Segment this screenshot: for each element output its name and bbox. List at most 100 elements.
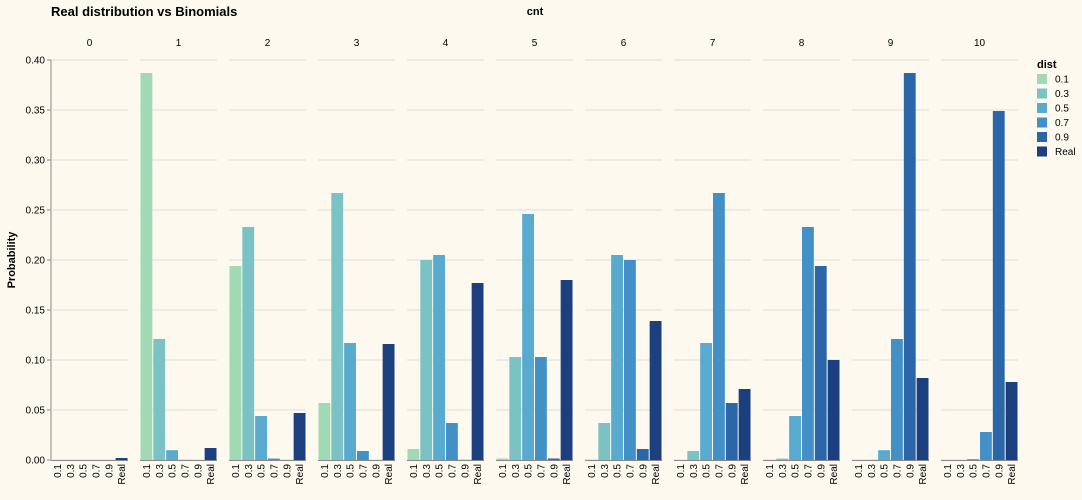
x-tick-label: Real: [651, 464, 662, 485]
bar: [420, 260, 433, 460]
x-tick-label: 0.5: [435, 464, 446, 478]
y-tick-label: 0.05: [26, 406, 46, 417]
x-tick-label: 0.1: [943, 464, 954, 478]
bar: [433, 255, 445, 460]
bar: [598, 423, 611, 460]
x-tick-label: 0.1: [320, 464, 331, 478]
x-tick-label: 0.5: [613, 464, 624, 478]
x-tick-label: Real: [1007, 464, 1018, 485]
y-tick-label: 0.20: [26, 256, 46, 267]
x-tick-label: 0.9: [549, 464, 560, 478]
x-tick-label: 0.9: [816, 464, 827, 478]
legend-swatch: [1037, 74, 1047, 84]
y-tick-label: 0.30: [26, 156, 46, 167]
x-tick-label: 0.3: [956, 464, 967, 478]
x-tick-label: Real: [117, 464, 128, 485]
bar: [1005, 382, 1018, 460]
bar: [649, 321, 662, 460]
x-tick-label: 0.9: [638, 464, 649, 478]
bar: [560, 280, 573, 460]
bar: [611, 255, 623, 460]
bar: [636, 449, 649, 460]
x-tick-label: 0.7: [803, 464, 814, 478]
x-tick-label: 0.1: [587, 464, 598, 478]
bar: [891, 339, 903, 460]
bar: [992, 111, 1005, 460]
bar: [140, 73, 153, 460]
x-tick-label: 0.9: [994, 464, 1005, 478]
x-tick-label: 0.7: [269, 464, 280, 478]
x-tick-label: 0.3: [155, 464, 166, 478]
x-tick-label: 0.5: [524, 464, 535, 478]
column-title: cnt: [527, 6, 544, 18]
x-tick-label: 0.1: [854, 464, 865, 478]
x-tick-label: 0.7: [981, 464, 992, 478]
bar: [916, 378, 929, 460]
x-tick-label: Real: [829, 464, 840, 485]
y-axis-label: Probability: [6, 231, 18, 289]
bar: [522, 214, 534, 460]
legend-label: 0.5: [1055, 104, 1069, 115]
x-tick-label: 0.5: [257, 464, 268, 478]
x-tick-label: 0.1: [142, 464, 153, 478]
x-tick-label: Real: [295, 464, 306, 485]
x-tick-label: 0.5: [702, 464, 713, 478]
x-tick-label: 0.3: [600, 464, 611, 478]
bar: [293, 413, 306, 460]
bar: [980, 432, 992, 460]
x-tick-label: 0.5: [791, 464, 802, 478]
x-tick-label: Real: [473, 464, 484, 485]
x-tick-label: 0.7: [91, 464, 102, 478]
x-tick-label: 0.3: [867, 464, 878, 478]
bar: [318, 403, 331, 460]
bar: [242, 227, 255, 460]
bar: [496, 458, 509, 460]
bar: [700, 343, 712, 460]
legend-swatch: [1037, 146, 1047, 157]
x-tick-label: 0.9: [193, 464, 204, 478]
chart-title: Real distribution vs Binomials: [51, 4, 237, 19]
legend-swatch: [1037, 88, 1047, 99]
x-tick-label: 0.7: [536, 464, 547, 478]
y-tick-label: 0.40: [26, 56, 46, 67]
bar: [827, 360, 840, 460]
facet-label: 0: [87, 38, 93, 49]
bar: [789, 416, 801, 460]
bar: [204, 448, 217, 460]
x-tick-label: 0.7: [358, 464, 369, 478]
x-tick-label: 0.3: [778, 464, 789, 478]
bar: [802, 227, 814, 460]
bar: [407, 449, 420, 460]
legend-label: Real: [1055, 147, 1076, 158]
bar: [153, 339, 166, 460]
x-tick-label: 0.5: [346, 464, 357, 478]
x-tick-label: 0.7: [625, 464, 636, 478]
legend-swatch: [1037, 103, 1047, 113]
bar: [713, 193, 725, 460]
x-tick-label: 0.5: [168, 464, 179, 478]
x-tick-label: 0.1: [676, 464, 687, 478]
x-tick-label: 0.3: [333, 464, 344, 478]
x-tick-label: 0.5: [79, 464, 90, 478]
facet-label: 8: [799, 38, 805, 49]
bar: [814, 266, 827, 460]
x-tick-label: 0.1: [765, 464, 776, 478]
facet-label: 4: [443, 38, 449, 49]
bar: [967, 459, 979, 460]
x-tick-label: 0.9: [104, 464, 115, 478]
bar: [535, 357, 547, 460]
x-tick-label: 0.5: [969, 464, 980, 478]
bar: [471, 283, 484, 460]
x-tick-label: 0.9: [282, 464, 293, 478]
bar: [357, 451, 369, 460]
x-tick-label: Real: [562, 464, 573, 485]
bar: [268, 458, 280, 460]
x-tick-label: 0.7: [180, 464, 191, 478]
x-tick-label: Real: [918, 464, 929, 485]
x-tick-label: 0.7: [714, 464, 725, 478]
legend-swatch: [1037, 132, 1047, 142]
x-tick-label: 0.3: [511, 464, 522, 478]
legend-label: 0.3: [1055, 89, 1069, 100]
bar: [878, 450, 890, 460]
